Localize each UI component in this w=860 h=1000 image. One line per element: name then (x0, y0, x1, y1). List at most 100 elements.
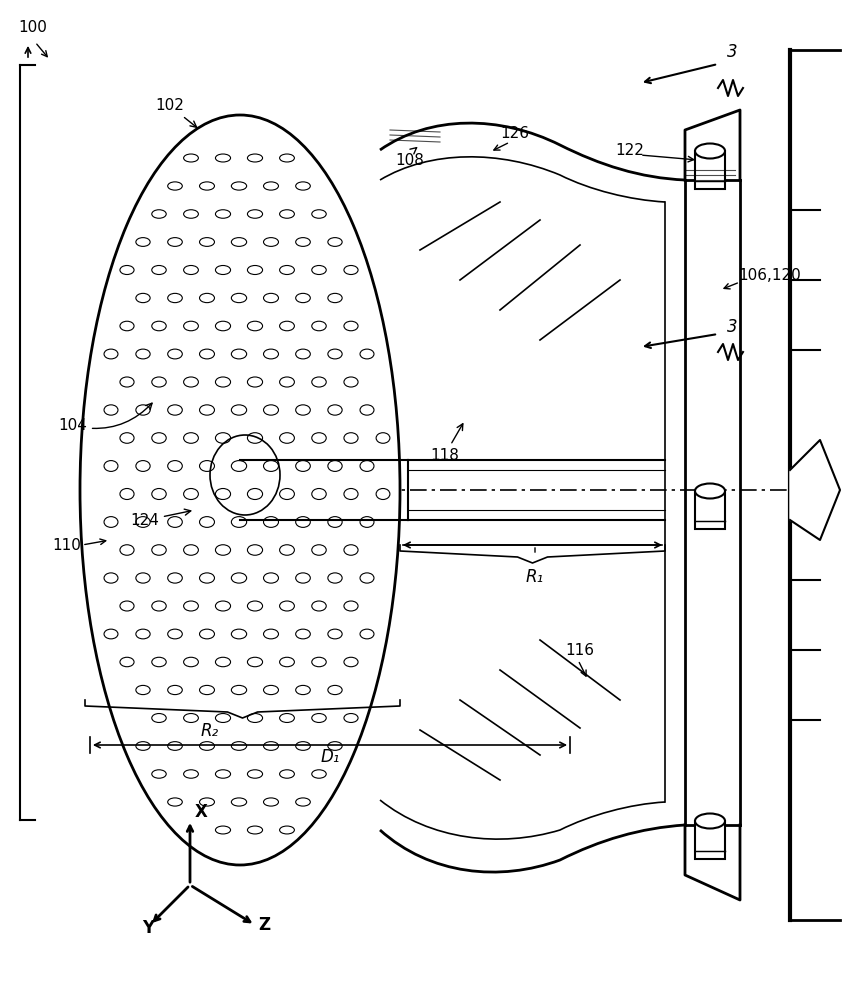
Ellipse shape (296, 182, 310, 190)
Ellipse shape (248, 826, 262, 834)
Ellipse shape (312, 601, 326, 611)
Ellipse shape (280, 377, 294, 387)
Ellipse shape (263, 349, 279, 359)
Ellipse shape (263, 405, 279, 415)
Ellipse shape (296, 685, 310, 695)
Ellipse shape (360, 573, 374, 583)
Ellipse shape (200, 461, 214, 471)
Ellipse shape (216, 433, 230, 443)
Ellipse shape (280, 545, 294, 555)
Ellipse shape (248, 714, 262, 722)
Ellipse shape (136, 293, 150, 303)
Ellipse shape (328, 517, 342, 527)
Ellipse shape (136, 405, 150, 415)
Ellipse shape (216, 154, 230, 162)
Ellipse shape (183, 377, 199, 387)
Ellipse shape (344, 601, 358, 611)
Text: 118: 118 (430, 424, 463, 463)
Ellipse shape (296, 293, 310, 303)
Ellipse shape (280, 154, 294, 162)
Ellipse shape (231, 629, 247, 639)
Ellipse shape (231, 573, 247, 583)
Ellipse shape (136, 238, 150, 246)
Ellipse shape (231, 349, 247, 359)
Ellipse shape (344, 321, 358, 331)
Ellipse shape (104, 349, 118, 359)
Ellipse shape (280, 265, 294, 275)
Text: 110: 110 (52, 538, 81, 553)
Ellipse shape (280, 770, 294, 778)
Ellipse shape (200, 405, 214, 415)
Text: 104: 104 (58, 403, 152, 433)
Ellipse shape (344, 377, 358, 387)
Ellipse shape (151, 377, 166, 387)
Ellipse shape (200, 573, 214, 583)
Ellipse shape (183, 210, 199, 218)
Text: 3: 3 (727, 43, 738, 61)
Ellipse shape (151, 265, 166, 275)
Ellipse shape (168, 349, 182, 359)
Text: 108: 108 (395, 148, 424, 168)
Ellipse shape (328, 461, 342, 471)
Text: X: X (195, 803, 208, 821)
Ellipse shape (216, 657, 230, 667)
Ellipse shape (344, 657, 358, 667)
Ellipse shape (231, 798, 247, 806)
Ellipse shape (136, 461, 150, 471)
Ellipse shape (183, 321, 199, 331)
Ellipse shape (200, 685, 214, 695)
Ellipse shape (263, 685, 279, 695)
Ellipse shape (168, 238, 182, 246)
Ellipse shape (231, 182, 247, 190)
Ellipse shape (376, 488, 390, 500)
Text: 116: 116 (565, 643, 594, 658)
Ellipse shape (248, 770, 262, 778)
Ellipse shape (296, 573, 310, 583)
Ellipse shape (120, 545, 134, 555)
Ellipse shape (200, 238, 214, 246)
Ellipse shape (344, 714, 358, 722)
Ellipse shape (248, 377, 262, 387)
Text: 3: 3 (727, 318, 738, 336)
Ellipse shape (216, 488, 230, 500)
Ellipse shape (248, 265, 262, 275)
Ellipse shape (200, 349, 214, 359)
Ellipse shape (216, 377, 230, 387)
Ellipse shape (200, 517, 214, 527)
Text: Y: Y (142, 919, 154, 937)
Ellipse shape (360, 405, 374, 415)
Ellipse shape (328, 573, 342, 583)
Text: R₂: R₂ (201, 722, 219, 740)
Ellipse shape (296, 798, 310, 806)
Ellipse shape (216, 826, 230, 834)
Ellipse shape (104, 573, 118, 583)
Ellipse shape (248, 321, 262, 331)
Ellipse shape (280, 210, 294, 218)
Text: 126: 126 (500, 126, 529, 141)
Ellipse shape (168, 461, 182, 471)
Ellipse shape (296, 349, 310, 359)
Ellipse shape (263, 573, 279, 583)
Ellipse shape (360, 349, 374, 359)
Ellipse shape (360, 517, 374, 527)
Ellipse shape (231, 238, 247, 246)
Ellipse shape (312, 210, 326, 218)
Ellipse shape (231, 461, 247, 471)
Text: Z: Z (258, 916, 270, 934)
Ellipse shape (151, 210, 166, 218)
Ellipse shape (168, 517, 182, 527)
Ellipse shape (183, 601, 199, 611)
Ellipse shape (360, 629, 374, 639)
Ellipse shape (312, 770, 326, 778)
Ellipse shape (168, 573, 182, 583)
Ellipse shape (120, 265, 134, 275)
Ellipse shape (104, 461, 118, 471)
Ellipse shape (328, 238, 342, 246)
Text: D₁: D₁ (320, 748, 340, 766)
Ellipse shape (120, 601, 134, 611)
Ellipse shape (183, 714, 199, 722)
Ellipse shape (120, 488, 134, 500)
Ellipse shape (168, 405, 182, 415)
Ellipse shape (216, 770, 230, 778)
Ellipse shape (168, 742, 182, 750)
